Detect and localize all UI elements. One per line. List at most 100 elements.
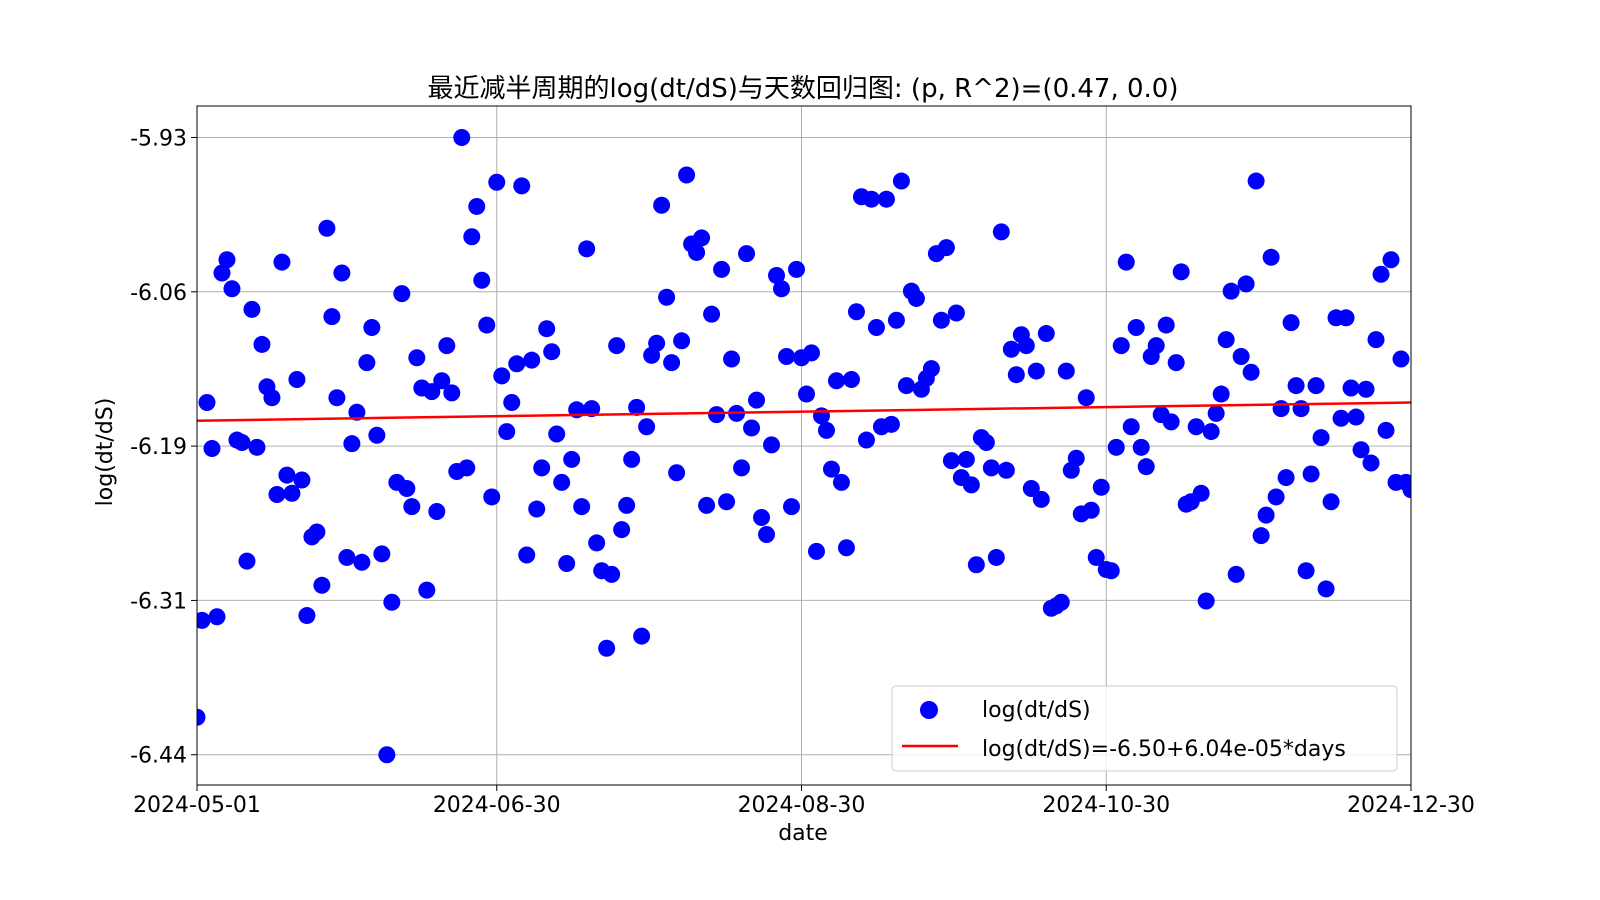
data-point <box>797 385 815 403</box>
data-point <box>1132 438 1150 456</box>
data-point <box>1222 282 1240 300</box>
data-point <box>1162 413 1180 431</box>
data-point <box>862 190 880 208</box>
data-point <box>932 311 950 329</box>
data-point <box>1262 248 1280 266</box>
data-point <box>822 460 840 478</box>
legend-scatter-marker <box>920 701 938 719</box>
data-point <box>817 421 835 439</box>
data-point <box>308 523 326 541</box>
y-tick-label: -6.19 <box>130 435 187 460</box>
legend-label-regression: log(dt/dS)=-6.50+6.04e-05*days <box>982 737 1346 762</box>
data-point <box>588 534 606 552</box>
data-point <box>548 425 566 443</box>
data-point <box>1087 548 1105 566</box>
data-point <box>563 450 581 468</box>
scatter-points <box>197 128 1411 764</box>
data-point <box>1022 479 1040 497</box>
legend: log(dt/dS) log(dt/dS)=-6.50+6.04e-05*day… <box>891 685 1398 772</box>
data-point <box>1102 562 1120 580</box>
data-point <box>1402 481 1411 499</box>
data-point <box>678 166 696 184</box>
data-point <box>1352 441 1370 459</box>
data-point <box>478 316 496 334</box>
data-point <box>438 337 456 355</box>
data-point <box>1297 562 1315 580</box>
data-point <box>1192 484 1210 502</box>
data-point <box>688 243 706 261</box>
data-point <box>668 464 686 482</box>
data-point <box>628 398 646 416</box>
data-point <box>1187 418 1205 436</box>
data-point <box>508 355 526 373</box>
data-point <box>942 452 960 470</box>
data-point <box>1392 350 1410 368</box>
data-point <box>718 493 736 511</box>
data-point <box>1002 340 1020 358</box>
data-point <box>1322 493 1340 511</box>
data-point <box>513 177 531 195</box>
data-point <box>558 555 576 573</box>
data-point <box>197 611 211 629</box>
data-point <box>1232 348 1250 366</box>
data-point <box>748 391 766 409</box>
y-tick-label: -6.31 <box>130 589 187 614</box>
data-point <box>1257 506 1275 524</box>
data-point <box>398 479 416 497</box>
data-point <box>892 172 910 190</box>
x-tick-label: 2024-08-30 <box>738 793 866 818</box>
data-point <box>1172 263 1190 281</box>
data-point <box>543 343 561 361</box>
data-point <box>283 484 301 502</box>
data-point <box>847 303 865 321</box>
y-tick-label: -5.93 <box>130 126 187 151</box>
data-point <box>1317 580 1335 598</box>
data-point <box>1312 429 1330 447</box>
data-point <box>1052 593 1070 611</box>
data-point <box>1147 337 1165 355</box>
data-point <box>698 496 716 514</box>
data-point <box>1237 275 1255 293</box>
data-point <box>1207 404 1225 422</box>
data-point <box>618 496 636 514</box>
data-point <box>703 305 721 323</box>
data-point <box>1382 251 1400 269</box>
data-point <box>663 354 681 372</box>
data-point <box>318 219 336 237</box>
data-point <box>328 389 346 407</box>
data-point <box>368 426 386 444</box>
data-point <box>408 349 426 367</box>
data-point <box>773 280 791 298</box>
data-point <box>338 548 356 566</box>
data-point <box>313 576 331 594</box>
data-point <box>653 196 671 214</box>
data-point <box>353 553 371 571</box>
data-point <box>1362 454 1380 472</box>
data-point <box>1372 265 1390 283</box>
data-point <box>518 546 536 564</box>
data-point <box>198 394 216 412</box>
data-point <box>1367 331 1385 349</box>
data-point <box>788 260 806 278</box>
data-point <box>343 435 361 453</box>
data-point <box>203 440 221 458</box>
data-point <box>713 260 731 278</box>
data-point <box>1077 389 1095 407</box>
data-point <box>403 498 421 516</box>
y-tick-label: -6.06 <box>130 281 187 306</box>
data-point <box>812 407 830 425</box>
data-point <box>463 228 481 246</box>
data-point <box>293 471 311 489</box>
data-point <box>877 190 895 208</box>
data-point <box>1137 458 1155 476</box>
data-point <box>887 311 905 329</box>
data-point <box>428 502 446 520</box>
data-point <box>348 403 366 421</box>
data-point <box>1377 421 1395 439</box>
data-point <box>363 318 381 336</box>
data-point <box>827 372 845 390</box>
data-point <box>1032 490 1050 508</box>
data-point <box>1267 488 1285 506</box>
data-point <box>383 593 401 611</box>
data-point <box>802 344 820 362</box>
